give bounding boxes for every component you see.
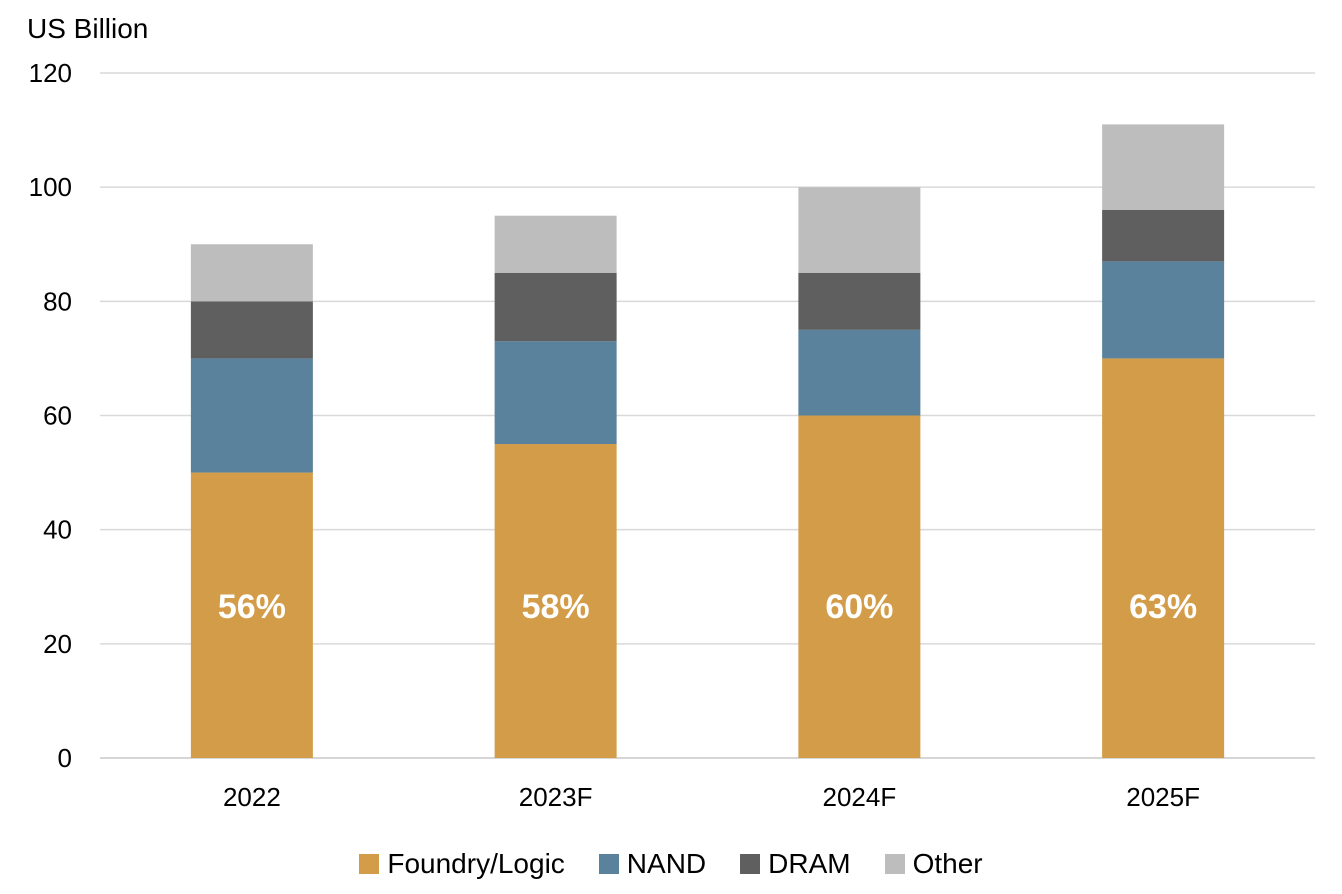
legend-item: DRAM — [740, 848, 851, 880]
y-tick-label: 20 — [43, 629, 72, 659]
x-tick-label: 2024F — [823, 782, 897, 812]
segment-data-label: 63% — [1129, 588, 1197, 626]
bar-segment-other — [798, 187, 921, 273]
y-axis-ticks: 0 20 40 60 80 100 120 — [29, 58, 72, 773]
bar-segment-dram — [1102, 210, 1225, 262]
legend-label: Other — [912, 848, 983, 879]
legend-label: NAND — [626, 848, 707, 879]
bar-segment-foundry-logic — [798, 415, 921, 758]
bar-segment-dram — [190, 301, 313, 359]
y-tick-label: 100 — [29, 172, 72, 202]
x-axis-ticks: 2022 2023F 2024F 2025F — [223, 782, 1200, 812]
y-tick-label: 120 — [29, 58, 72, 88]
y-tick-label: 0 — [58, 743, 72, 773]
legend-swatch — [359, 854, 380, 874]
y-tick-label: 60 — [43, 401, 72, 431]
legend-item: Other — [884, 848, 983, 880]
legend-swatch — [740, 854, 761, 874]
bar-segment-foundry-logic — [1102, 358, 1225, 758]
legend-label: DRAM — [768, 848, 851, 879]
bar-segment-nand — [1102, 261, 1225, 359]
bars — [190, 124, 1225, 758]
segment-data-label: 60% — [825, 588, 893, 626]
segment-data-label: 56% — [218, 588, 286, 626]
legend-swatch — [598, 854, 619, 874]
y-tick-label: 80 — [43, 286, 72, 316]
bar-segment-dram — [798, 272, 921, 330]
segment-labels: 56% 58% 60% 63% — [218, 588, 1197, 626]
bar-segment-nand — [798, 329, 921, 416]
segment-data-label: 58% — [522, 588, 590, 626]
x-tick-label: 2025F — [1126, 782, 1200, 812]
x-tick-label: 2023F — [519, 782, 593, 812]
legend: Foundry/Logic NAND DRAM Other — [0, 842, 1342, 886]
x-tick-label: 2022 — [223, 782, 281, 812]
legend-swatch — [884, 854, 905, 874]
bar-segment-other — [1102, 124, 1225, 210]
bar-segment-other — [494, 215, 617, 273]
bar-segment-foundry-logic — [494, 444, 617, 758]
y-axis-label: US Billion — [27, 13, 148, 44]
bar-segment-foundry-logic — [190, 472, 313, 758]
y-tick-label: 40 — [43, 515, 72, 545]
legend-item: NAND — [598, 848, 707, 880]
bar-segment-other — [190, 244, 313, 302]
bar-segment-nand — [190, 358, 313, 473]
bar-segment-nand — [494, 341, 617, 445]
bar-segment-dram — [494, 272, 617, 342]
legend-item: Foundry/Logic — [359, 848, 565, 880]
legend-label: Foundry/Logic — [387, 848, 565, 879]
